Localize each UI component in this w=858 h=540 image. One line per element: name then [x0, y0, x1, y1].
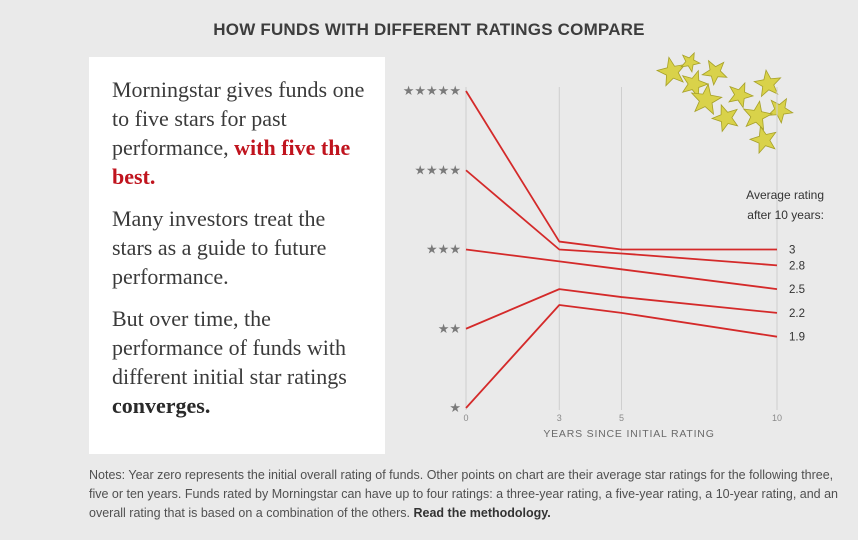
y-tick-stars-5: ★★★★★	[403, 84, 461, 99]
gold-star-4	[690, 83, 723, 116]
intro-text-1: Morningstar gives funds one to five star…	[112, 77, 365, 160]
chart-title: HOW FUNDS WITH DIFFERENT RATINGS COMPARE	[213, 20, 645, 39]
x-tick-label-0: 0	[463, 413, 468, 423]
chart-series	[465, 90, 778, 409]
intro-paragraph-2: Many investors treat the stars as a guid…	[112, 206, 327, 289]
end-label-4: 2.2	[789, 308, 805, 320]
average-rating-note: Average rating after 10 years:	[746, 188, 824, 222]
end-label-5: 1.9	[789, 332, 805, 344]
gold-star-1	[655, 56, 687, 87]
highlight-text: with five the best.	[112, 135, 351, 189]
x-tick-label-3: 3	[557, 413, 562, 423]
end-note-line-2: after 10 years:	[747, 208, 824, 222]
end-label-3: 2.5	[789, 284, 805, 296]
intro-text-3: But over time, the performance of funds …	[112, 306, 347, 389]
end-label-2: 2.8	[789, 260, 805, 272]
x-axis-tick-labels: 0 3 5 10	[463, 413, 782, 423]
series-line-1	[465, 90, 777, 251]
y-tick-stars-4: ★★★★	[414, 163, 461, 178]
end-value-labels: 3 2.8 2.5 2.2 1.9	[789, 245, 805, 344]
x-tick-label-5: 5	[619, 413, 624, 423]
end-label-1: 3	[789, 245, 795, 257]
gold-star-9	[742, 100, 774, 131]
notes: Notes: Year zero represents the initial …	[89, 466, 844, 523]
converges-text: converges.	[112, 393, 211, 418]
y-tick-stars-3: ★★★	[426, 243, 461, 258]
end-note-line-1: Average rating	[746, 188, 824, 202]
series-line-3	[465, 248, 778, 291]
gold-star-11	[680, 51, 702, 73]
gold-star-6	[753, 69, 782, 98]
gold-star-3	[701, 59, 728, 87]
x-axis-label: YEARS SINCE INITIAL RATING	[543, 428, 714, 440]
intro-paragraph-3: But over time, the performance of funds …	[112, 304, 371, 420]
gold-star-2	[681, 69, 710, 99]
series-line-4	[465, 288, 778, 330]
series-line-2	[465, 169, 778, 267]
decorative-gold-stars	[655, 51, 794, 155]
methodology-link[interactable]: Read the methodology.	[413, 506, 551, 520]
y-tick-stars-1: ★	[449, 401, 461, 416]
intro-text-box: Morningstar gives funds one to five star…	[89, 57, 385, 454]
series-line-5	[465, 304, 778, 409]
gold-star-10	[748, 125, 777, 155]
y-tick-stars-2: ★★	[438, 322, 461, 337]
gold-star-5	[728, 81, 755, 109]
intro-paragraph-1: Morningstar gives funds one to five star…	[112, 75, 371, 191]
x-tick-label-10: 10	[772, 413, 782, 423]
y-axis-star-labels: ★★★★★★★★★★★★★★★	[403, 84, 461, 416]
gold-star-7	[767, 97, 794, 125]
notes-text: Notes: Year zero represents the initial …	[89, 468, 839, 520]
gold-star-8	[710, 103, 739, 133]
chart-grid	[465, 87, 778, 410]
line-chart: ★★★★★★★★★★★★★★★ 0 3 5 10 YEARS SINCE INITIA…	[403, 51, 824, 440]
